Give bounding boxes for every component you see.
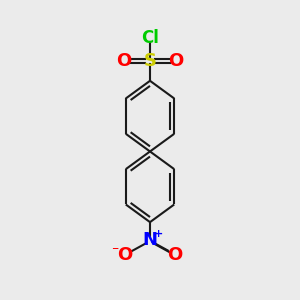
Text: ⁻: ⁻ <box>111 244 118 258</box>
Text: O: O <box>167 246 183 264</box>
Text: Cl: Cl <box>141 29 159 47</box>
Text: N: N <box>142 231 158 249</box>
Text: O: O <box>168 52 184 70</box>
Text: O: O <box>116 52 132 70</box>
Text: +: + <box>154 229 164 239</box>
Text: O: O <box>117 246 133 264</box>
Text: S: S <box>143 52 157 70</box>
